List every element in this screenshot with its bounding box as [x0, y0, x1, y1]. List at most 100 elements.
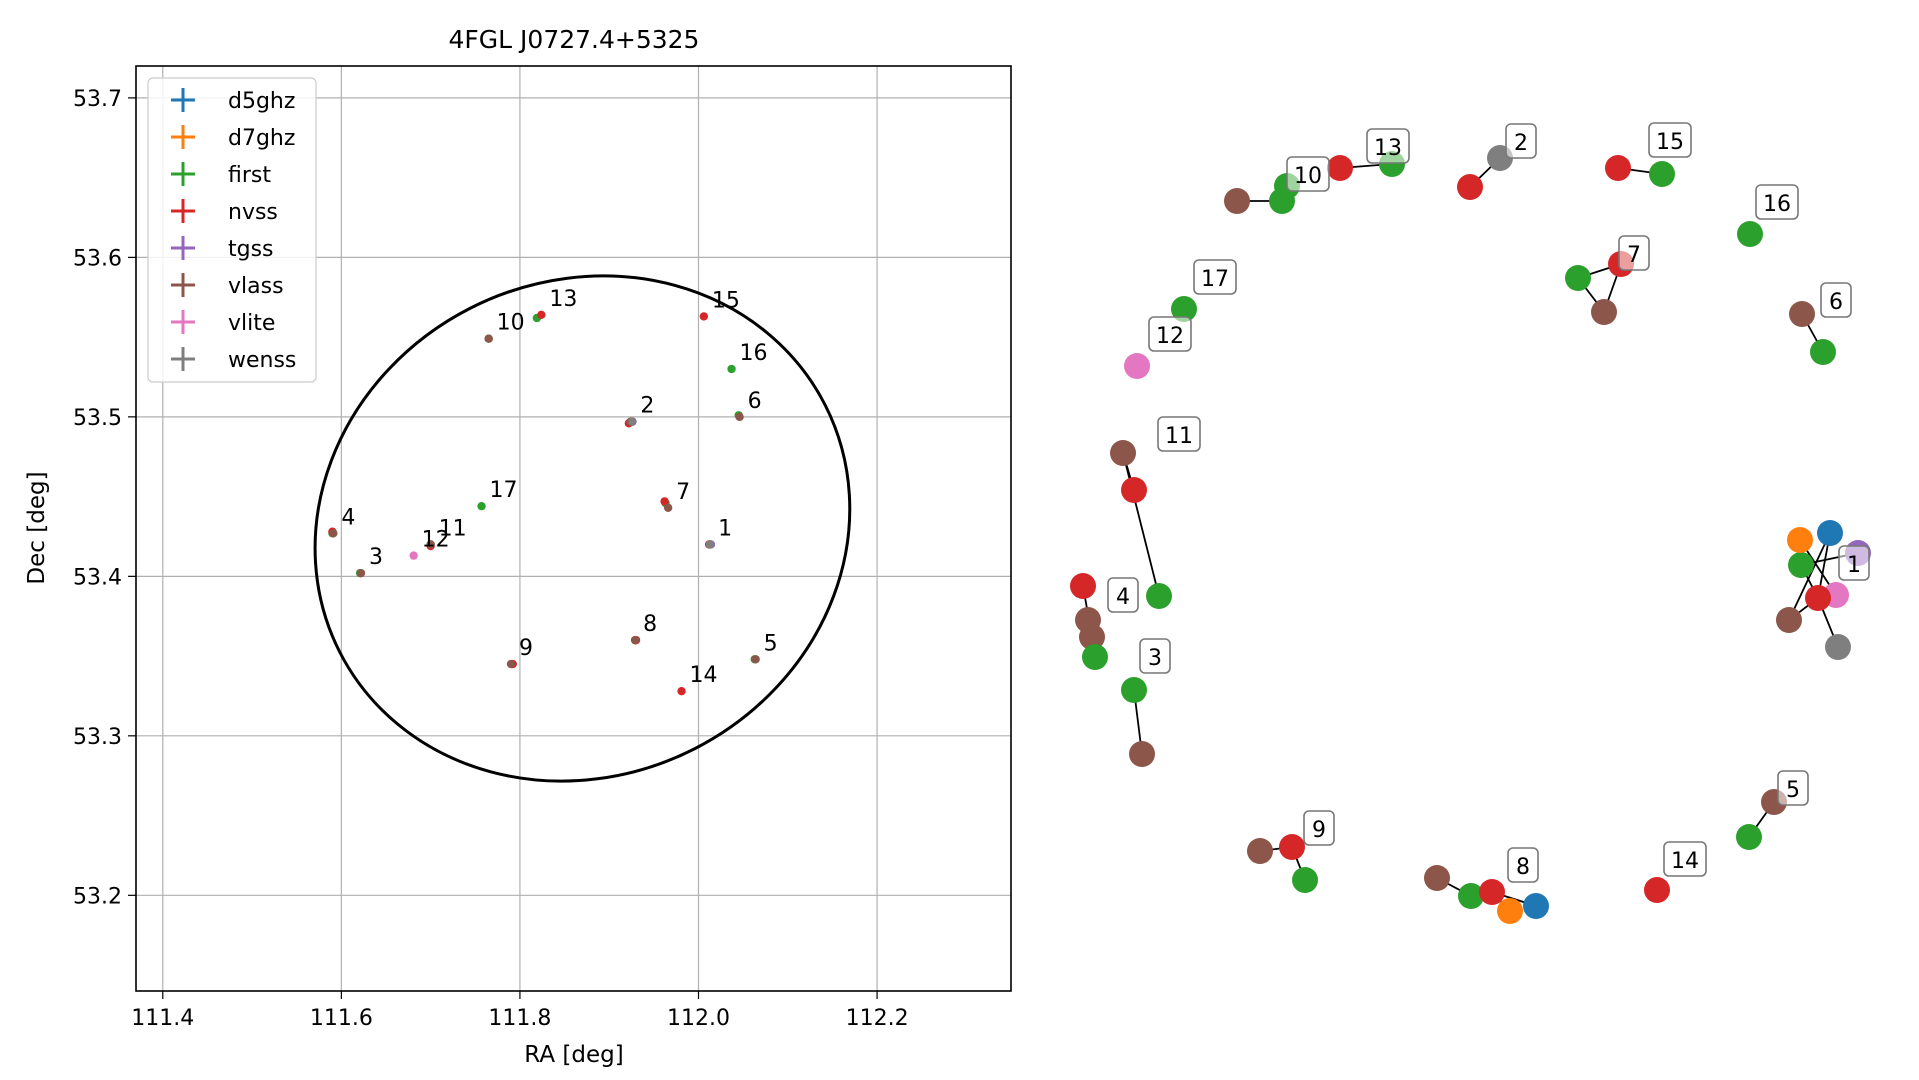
legend-label-first: first — [228, 163, 271, 188]
point-label-12: 12 — [422, 528, 450, 553]
cluster-node-vlass — [1424, 865, 1450, 891]
cluster-node-first — [1649, 161, 1675, 187]
cluster-label-3: 3 — [1148, 646, 1162, 671]
point-nvss — [677, 686, 686, 696]
cluster-label-box — [1505, 123, 1537, 159]
cluster-label-box — [1507, 847, 1539, 883]
point-vlass — [484, 334, 493, 343]
cluster-label-6: 6 — [1829, 290, 1843, 315]
cluster-node-d5ghz — [1523, 893, 1549, 919]
point-label-8: 8 — [643, 612, 657, 637]
cluster-node-vlass — [1776, 607, 1802, 633]
cluster-label-7: 7 — [1627, 243, 1641, 268]
cluster-label-5: 5 — [1786, 778, 1800, 803]
cluster-label-4: 4 — [1116, 585, 1130, 610]
cluster-node-first — [1082, 644, 1108, 670]
cluster-node-d7ghz — [1787, 527, 1813, 553]
point-label-3: 3 — [369, 545, 383, 570]
cluster-label-box — [1820, 282, 1852, 318]
point-vlass — [630, 635, 640, 645]
cluster-node-nvss — [1121, 477, 1147, 503]
point-wenss — [705, 540, 715, 549]
cluster-label-15: 15 — [1656, 130, 1684, 155]
cluster-node-nvss — [1279, 834, 1305, 860]
y-tick-label: 53.4 — [73, 565, 122, 590]
cluster-label-12: 12 — [1156, 324, 1184, 349]
point-nvss — [660, 497, 669, 506]
point-vlass — [663, 503, 673, 512]
legend-label-vlass: vlass — [228, 274, 284, 299]
cluster-label-box — [1838, 545, 1870, 581]
cluster-node-first — [1171, 296, 1197, 322]
cluster-node-vlass — [1110, 440, 1136, 466]
y-tick-label: 53.6 — [73, 246, 122, 271]
cluster-label-17: 17 — [1201, 267, 1229, 292]
cluster-node-vlass — [1591, 299, 1617, 325]
legend-label-tgss: tgss — [228, 237, 274, 262]
cluster-label-box — [1157, 416, 1201, 452]
cluster-node-vlass — [1224, 188, 1250, 214]
cluster-label-box — [1286, 156, 1330, 192]
cluster-edge — [1122, 452, 1160, 597]
cluster-node-first — [1146, 583, 1172, 609]
cluster-node-vlass — [1247, 838, 1273, 864]
legend: d5ghz d7ghz first nvss tgss vlass vlite wenss — [147, 77, 317, 383]
point-nvss — [699, 312, 709, 321]
cluster-label-box — [1366, 128, 1410, 164]
cluster-label-13: 13 — [1374, 136, 1402, 161]
cluster-node-first — [1292, 867, 1318, 893]
cluster-label-box — [1777, 770, 1809, 806]
chart-title: 4FGL J0727.4+5325 — [449, 25, 700, 54]
cluster-label-box — [1663, 841, 1707, 877]
cluster-node-wenss — [1825, 634, 1851, 660]
point-vlass — [329, 529, 338, 538]
data-points-layer — [328, 310, 760, 696]
plot-frame — [135, 65, 1012, 992]
point-nvss — [537, 310, 546, 319]
cluster-node-nvss — [1605, 155, 1631, 181]
cluster-node-vlite — [1124, 353, 1150, 379]
y-tick-label: 53.2 — [73, 884, 122, 909]
point-label-6: 6 — [748, 389, 762, 414]
cluster-label-box — [1107, 577, 1139, 613]
cluster-label-14: 14 — [1671, 849, 1699, 874]
cluster-edge — [1788, 532, 1831, 621]
y-axis-title: Dec [deg] — [24, 471, 50, 584]
cluster-label-8: 8 — [1516, 855, 1530, 880]
legend-box — [147, 77, 317, 383]
y-axis-ticks: 53.2 53.3 53.4 53.5 53.6 53.7 — [73, 87, 136, 909]
cluster-label-10: 10 — [1294, 164, 1322, 189]
point-vlass — [506, 659, 516, 669]
point-label-1: 1 — [718, 516, 732, 541]
legend-label-d7ghz: d7ghz — [228, 126, 295, 151]
cluster-node-first — [1737, 221, 1763, 247]
point-first — [477, 501, 486, 511]
error-ellipse-layer — [313, 274, 852, 783]
cluster-node-first — [1121, 677, 1147, 703]
cluster-node-vlass — [1789, 301, 1815, 327]
point-vlass — [751, 655, 760, 664]
y-tick-label: 53.7 — [73, 87, 122, 112]
cluster-label-box — [1193, 259, 1237, 295]
y-tick-label: 53.5 — [73, 406, 122, 431]
cluster-node-d5ghz — [1817, 520, 1843, 546]
legend-label-vlite: vlite — [228, 311, 275, 336]
cluster-label-box — [1303, 810, 1335, 846]
cluster-node-nvss — [1644, 877, 1670, 903]
legend-label-d5ghz: d5ghz — [228, 89, 295, 114]
cluster-label-box — [1148, 316, 1192, 352]
cluster-label-11: 11 — [1165, 424, 1193, 449]
point-label-7: 7 — [676, 480, 690, 505]
cluster-label-2: 2 — [1514, 131, 1528, 156]
point-label-2: 2 — [640, 394, 654, 419]
point-label-5: 5 — [764, 631, 778, 656]
point-label-13: 13 — [549, 287, 577, 312]
cluster-node-nvss — [1327, 155, 1353, 181]
legend-label-nvss: nvss — [228, 200, 278, 225]
cluster-label-box — [1755, 184, 1799, 220]
cluster-label-box — [1648, 122, 1692, 158]
legend-label-wenss: wenss — [228, 348, 296, 373]
point-vlass — [356, 568, 366, 578]
